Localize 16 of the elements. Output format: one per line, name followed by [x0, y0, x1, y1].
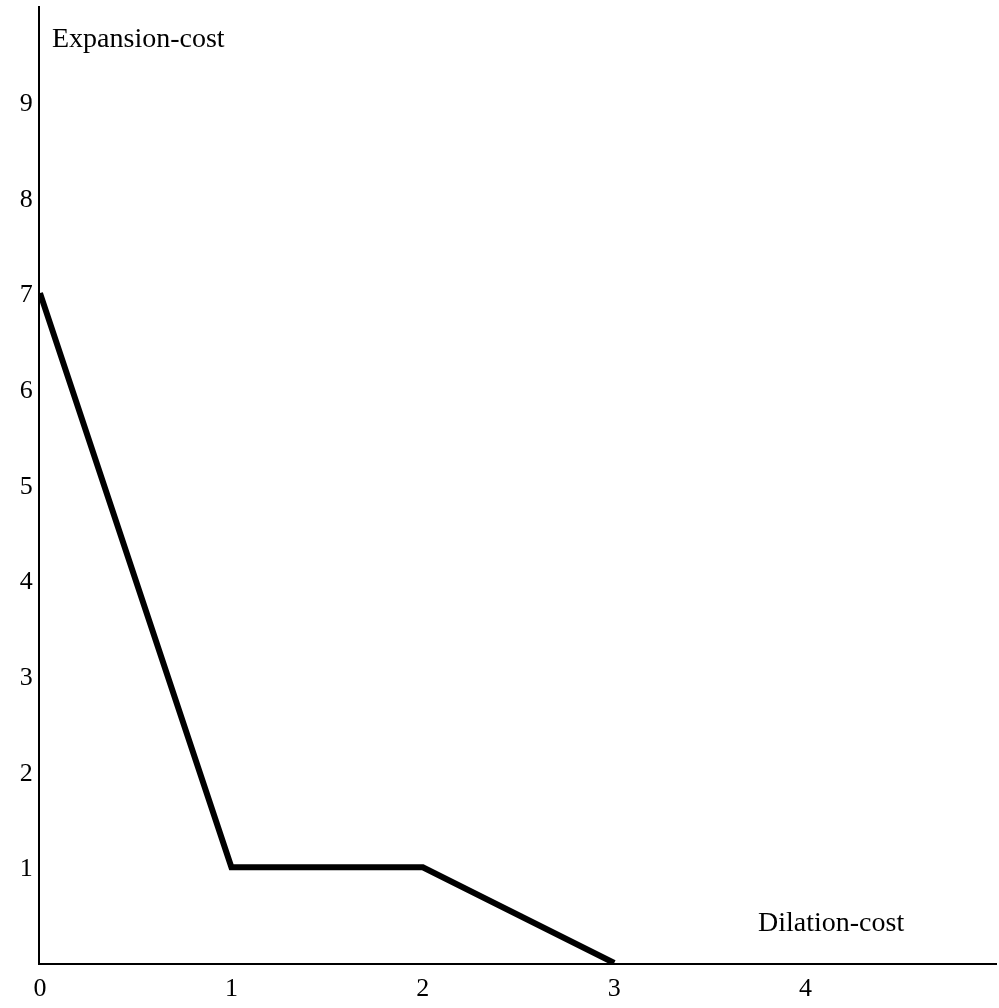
y-tick-label: 2: [19, 757, 33, 787]
x-tick-label: 0: [33, 973, 47, 1003]
x-tick-label: 4: [799, 973, 813, 1003]
y-axis-title: Expansion-cost: [52, 22, 225, 53]
x-tick-label: 3: [607, 973, 621, 1003]
x-tick-label: 2: [416, 973, 430, 1003]
y-tick-label: 5: [19, 470, 33, 500]
y-tick-label: 3: [19, 662, 33, 691]
x-axis-title: Dilation-cost: [758, 906, 905, 937]
y-tick-label: 7: [19, 279, 33, 309]
y-tick-label: 8: [19, 183, 33, 213]
y-tick-label: 4: [19, 566, 33, 596]
y-tick-label: 9: [19, 87, 33, 117]
x-tick-label: 1: [224, 973, 238, 1003]
y-tick-label: 1: [19, 853, 33, 883]
y-tick-label: 6: [19, 374, 33, 404]
